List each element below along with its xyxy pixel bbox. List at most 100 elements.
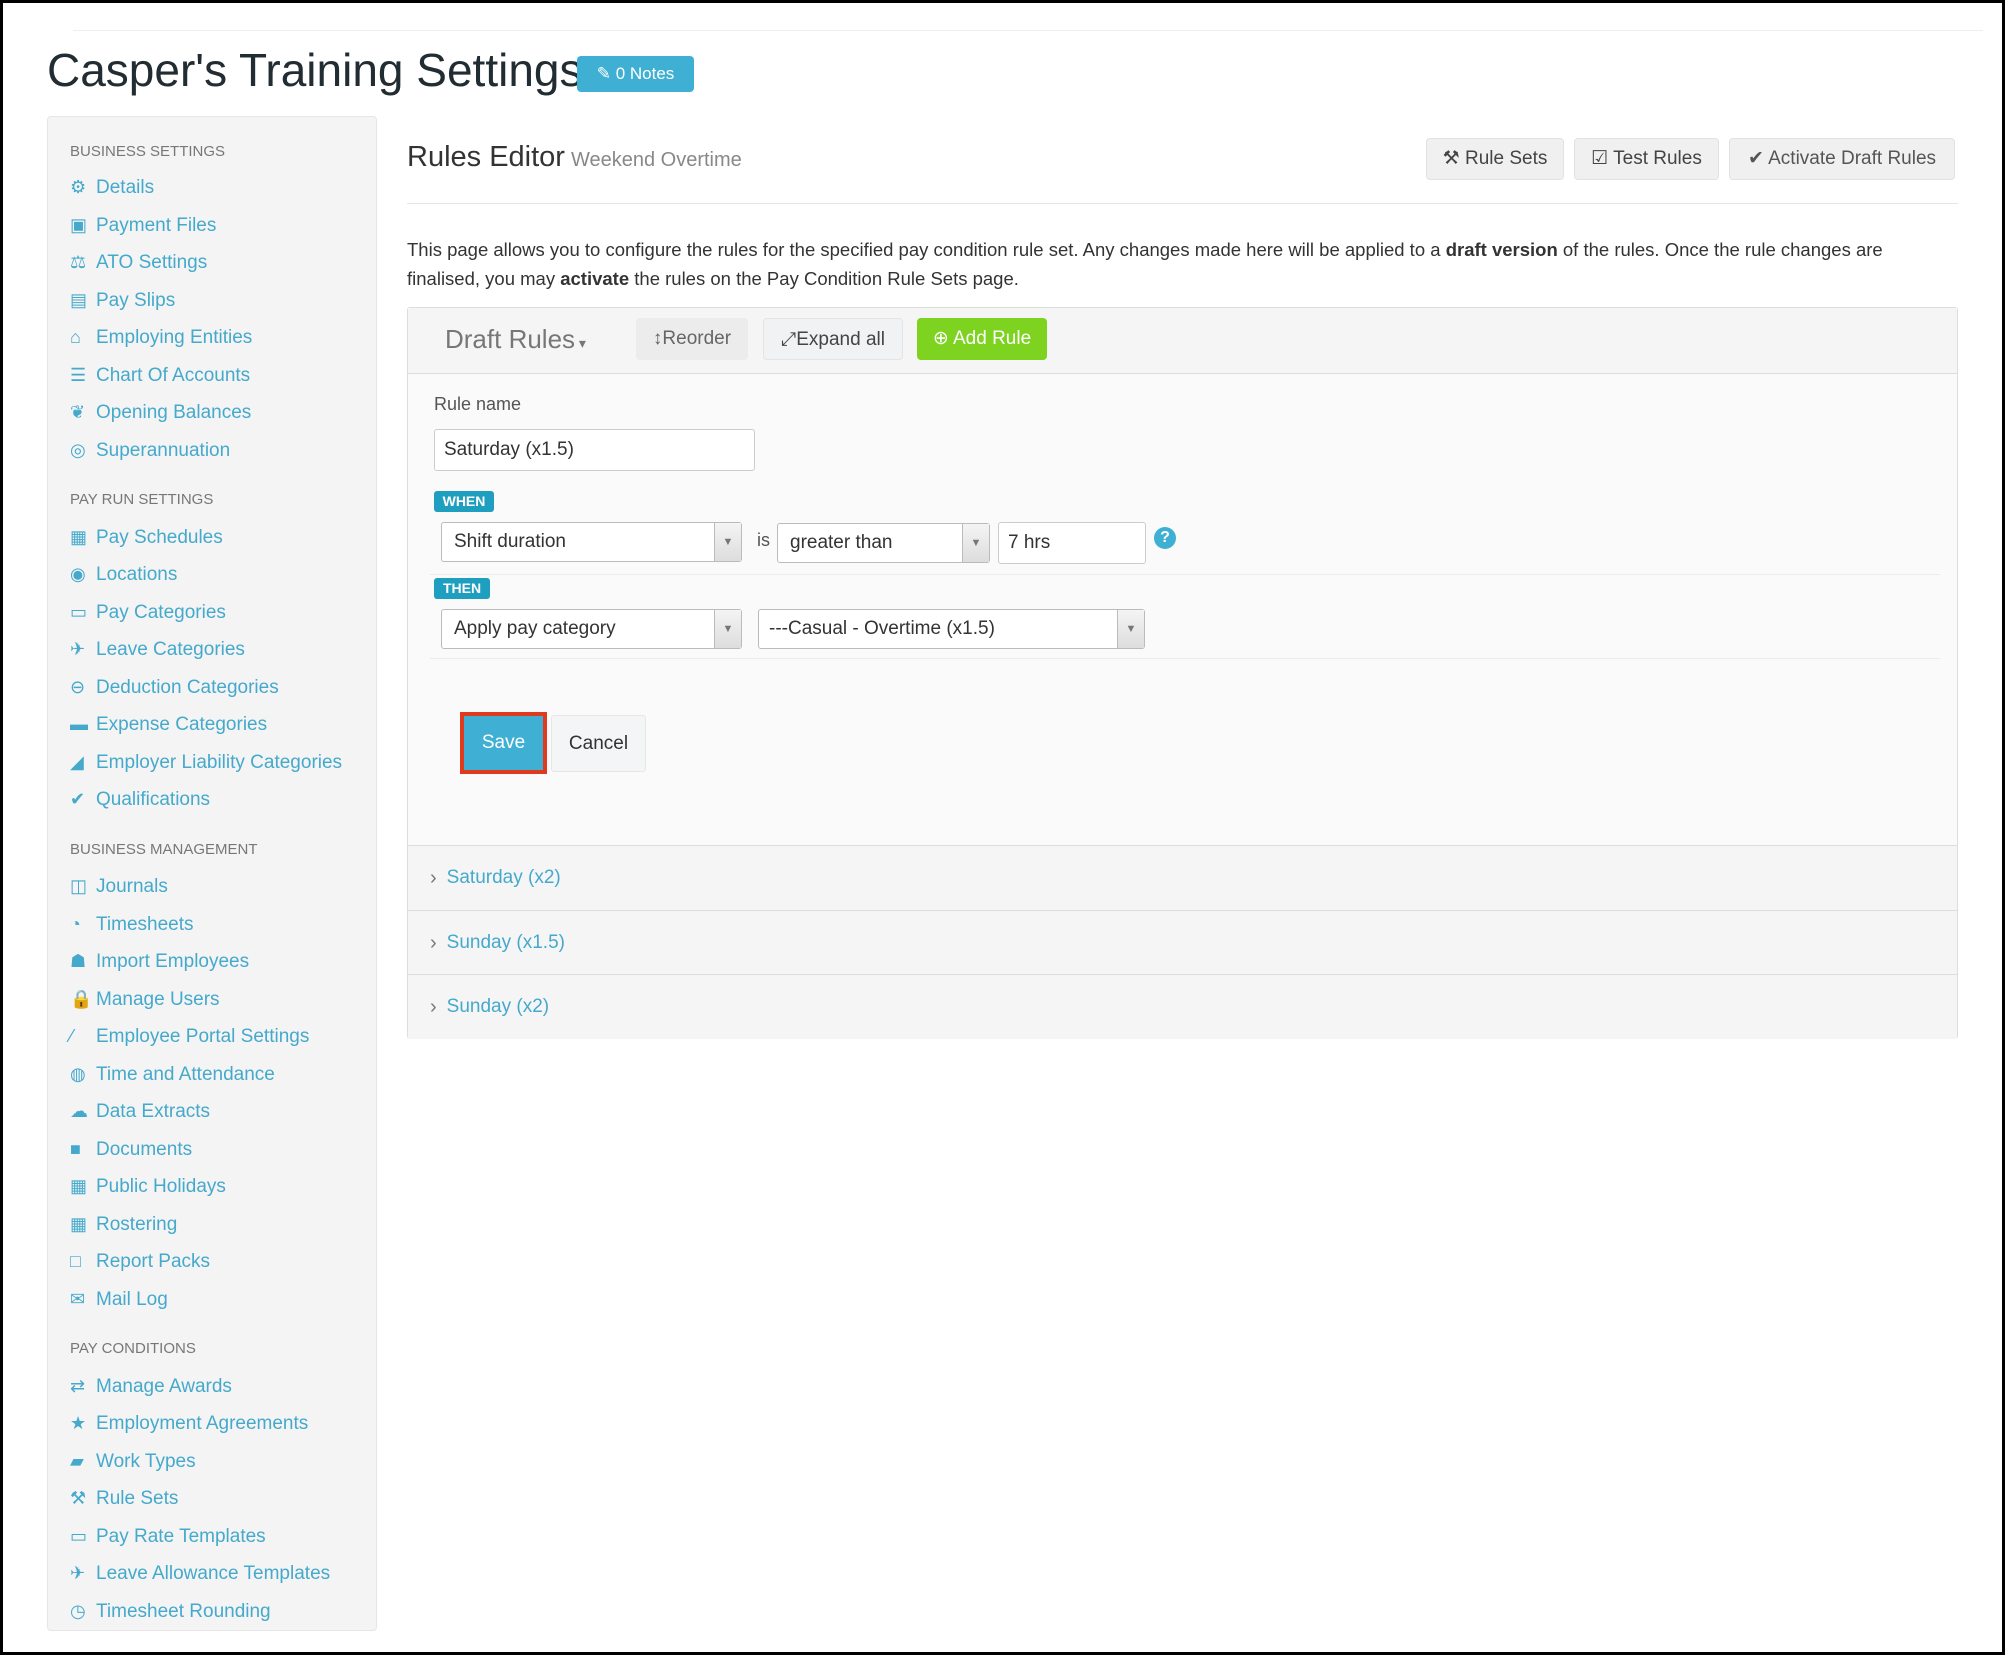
action-select[interactable]: Apply pay category ▼ bbox=[441, 609, 742, 649]
calendar-icon: ▦ bbox=[70, 526, 88, 547]
arrows-vertical-icon: ↕ bbox=[652, 328, 663, 349]
sidebar-item-qualifications[interactable]: ✔ Qualifications bbox=[70, 781, 376, 819]
area-chart-icon: ◢ bbox=[70, 751, 84, 772]
sidebar-item-label: Public Holidays bbox=[96, 1176, 226, 1197]
test-rules-button[interactable]: ☑ Test Rules bbox=[1574, 138, 1719, 180]
sidebar-item-leave-allowance-templates[interactable]: ✈ Leave Allowance Templates bbox=[70, 1555, 376, 1593]
rule-sets-button[interactable]: ⚒ Rule Sets bbox=[1426, 138, 1564, 180]
sidebar-item-rule-sets[interactable]: ⚒ Rule Sets bbox=[70, 1480, 376, 1518]
sidebar-item-label: Opening Balances bbox=[96, 402, 252, 423]
exchange-icon: ⇄ bbox=[70, 1375, 86, 1396]
expand-all-button[interactable]: ⤢Expand all bbox=[763, 318, 903, 360]
sidebar-item-import-employees[interactable]: ☗ Import Employees bbox=[70, 943, 376, 981]
select-value: greater than bbox=[790, 532, 893, 553]
then-badge: THEN bbox=[434, 578, 490, 599]
clock-icon: ◔ bbox=[70, 913, 81, 934]
sidebar-item-pay-slips[interactable]: ▤ Pay Slips bbox=[70, 282, 376, 320]
save-button[interactable]: Save bbox=[460, 712, 547, 774]
sidebar-item-time-and-attendance[interactable]: ◍ Time and Attendance bbox=[70, 1056, 376, 1094]
rule-item[interactable]: › Saturday (x2) bbox=[408, 845, 1957, 910]
sidebar-item-public-holidays[interactable]: ▦ Public Holidays bbox=[70, 1168, 376, 1206]
reorder-button[interactable]: ↕Reorder bbox=[636, 318, 748, 360]
sidebar-item-leave-categories[interactable]: ✈ Leave Categories bbox=[70, 631, 376, 669]
help-icon[interactable]: ? bbox=[1154, 527, 1176, 549]
sidebar-item-employee-portal-settings[interactable]: ⁄ Employee Portal Settings bbox=[70, 1018, 376, 1056]
calendar-icon: ▦ bbox=[70, 1213, 88, 1234]
rule-item[interactable]: › Sunday (x2) bbox=[408, 974, 1957, 1039]
sidebar-item-label: Pay Schedules bbox=[96, 526, 223, 548]
rule-name-input[interactable]: Saturday (x1.5) bbox=[434, 429, 755, 471]
folder-open-icon: □ bbox=[70, 1251, 81, 1271]
sidebar-item-pay-schedules[interactable]: ▦ Pay Schedules bbox=[70, 519, 376, 557]
notes-button[interactable]: ✎ 0 Notes bbox=[577, 56, 694, 92]
sidebar-item-work-types[interactable]: ▰ Work Types bbox=[70, 1443, 376, 1481]
rule-label: Saturday (x2) bbox=[446, 867, 561, 888]
sidebar-item-expense-categories[interactable]: ▬ Expense Categories bbox=[70, 706, 376, 744]
sidebar-item-manage-awards[interactable]: ⇄ Manage Awards bbox=[70, 1368, 376, 1406]
condition-field-select[interactable]: Shift duration ▼ bbox=[441, 522, 742, 562]
rule-item[interactable]: › Sunday (x1.5) bbox=[408, 910, 1957, 975]
sidebar-item-label: Qualifications bbox=[96, 789, 211, 810]
chevron-right-icon: › bbox=[430, 866, 437, 889]
rule-label: Sunday (x1.5) bbox=[446, 932, 565, 953]
cancel-button[interactable]: Cancel bbox=[551, 715, 646, 772]
duration-input[interactable]: 7 hrs bbox=[998, 522, 1146, 564]
activate-draft-rules-button[interactable]: ✔ Activate Draft Rules bbox=[1729, 138, 1955, 180]
divider bbox=[73, 30, 1983, 31]
sidebar-item-superannuation[interactable]: ◎ Superannuation bbox=[70, 432, 376, 470]
sidebar-item-deduction-categories[interactable]: ⊖ Deduction Categories bbox=[70, 669, 376, 707]
caret-down-icon: ▼ bbox=[714, 610, 741, 648]
sidebar-item-timesheet-rounding[interactable]: ◷ Timesheet Rounding bbox=[70, 1593, 376, 1631]
sidebar-item-report-packs[interactable]: □ Report Packs bbox=[70, 1243, 376, 1281]
sidebar-section-heading: Pay Run Settings bbox=[70, 491, 214, 508]
sidebar-item-label: Manage Awards bbox=[96, 1375, 232, 1397]
sidebar-item-data-extracts[interactable]: ☁ Data Extracts bbox=[70, 1093, 376, 1131]
chevron-right-icon: › bbox=[430, 931, 437, 954]
sidebar-item-label: Employing Entities bbox=[96, 327, 253, 348]
sidebar-item-mail-log[interactable]: ✉ Mail Log bbox=[70, 1281, 376, 1319]
sidebar-item-pay-rate-templates[interactable]: ▭ Pay Rate Templates bbox=[70, 1518, 376, 1556]
is-label: is bbox=[757, 530, 770, 550]
sidebar-section-heading: Business Settings bbox=[70, 143, 226, 160]
caret-down-icon: ▾ bbox=[575, 335, 586, 351]
button-label: Cancel bbox=[568, 732, 629, 754]
sidebar-item-manage-users[interactable]: 🔒 Manage Users bbox=[70, 981, 376, 1019]
select-value: ---Casual - Overtime (x1.5) bbox=[769, 618, 995, 639]
sidebar-item-timesheets[interactable]: ◔ Timesheets bbox=[70, 906, 376, 944]
sidebar-item-employment-agreements[interactable]: ★ Employment Agreements bbox=[70, 1405, 376, 1443]
sidebar-item-pay-categories[interactable]: ▭ Pay Categories bbox=[70, 594, 376, 632]
operator-select[interactable]: greater than ▼ bbox=[777, 523, 990, 563]
section-heading: Rules Editor Weekend Overtime bbox=[407, 141, 742, 174]
sidebar-item-label: Details bbox=[96, 177, 155, 198]
sidebar-item-employing-entities[interactable]: ⌂ Employing Entities bbox=[70, 319, 376, 357]
sidebar-item-locations[interactable]: ◉ Locations bbox=[70, 556, 376, 594]
page-title: Casper's Training Settings bbox=[47, 44, 583, 96]
sidebar-item-label: Pay Rate Templates bbox=[96, 1525, 266, 1547]
add-rule-button[interactable]: ⊕ Add Rule bbox=[917, 318, 1047, 360]
sidebar-item-opening-balances[interactable]: ❦ Opening Balances bbox=[70, 394, 376, 432]
sidebar-item-ato-settings[interactable]: ⚖ ATO Settings bbox=[70, 244, 376, 282]
sidebar-item-label: Leave Categories bbox=[96, 639, 245, 660]
sidebar-item-employer-liability-categories[interactable]: ◢ Employer Liability Categories bbox=[70, 744, 376, 782]
sidebar: Business Settings ⚙ Details ▣ Payment Files ⚖… bbox=[47, 116, 377, 1631]
draft-rules-dropdown[interactable]: Draft Rules ▾ bbox=[445, 318, 586, 364]
leaf-icon: ❦ bbox=[70, 402, 86, 422]
sidebar-item-label: Superannuation bbox=[96, 439, 231, 461]
pay-category-select[interactable]: ---Casual - Overtime (x1.5) ▼ bbox=[758, 609, 1145, 649]
sidebar-item-chart-of-accounts[interactable]: ☰ Chart Of Accounts bbox=[70, 357, 376, 395]
sidebar-item-label: Expense Categories bbox=[96, 714, 268, 735]
desc-bold: draft version bbox=[1445, 239, 1558, 260]
lifebuoy-icon: ◎ bbox=[70, 439, 86, 460]
sidebar-item-payment-files[interactable]: ▣ Payment Files bbox=[70, 207, 376, 245]
gear-icon: ⚙ bbox=[70, 177, 87, 197]
sidebar-item-label: Report Packs bbox=[96, 1251, 211, 1272]
sidebar-item-label: Chart Of Accounts bbox=[96, 364, 251, 386]
sidebar-item-journals[interactable]: ◫ Journals bbox=[70, 868, 376, 906]
calendar-icon: ▦ bbox=[70, 1176, 88, 1196]
sidebar-item-documents[interactable]: ■ Documents bbox=[70, 1131, 376, 1169]
globe-icon: ◉ bbox=[70, 564, 86, 584]
edit-icon: ✎ bbox=[596, 64, 616, 83]
sidebar-item-rostering[interactable]: ▦ Rostering bbox=[70, 1206, 376, 1244]
scales-icon: ⚖ bbox=[70, 252, 87, 272]
sidebar-item-details[interactable]: ⚙ Details bbox=[70, 169, 376, 207]
